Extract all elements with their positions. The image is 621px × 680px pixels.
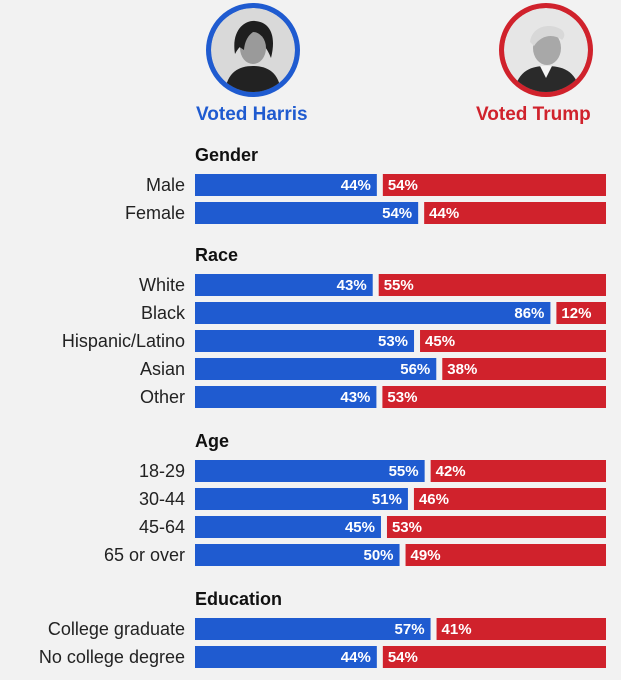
value-label-trump-college-graduate: 41%: [442, 621, 472, 638]
category-label-male: Male: [146, 175, 185, 195]
category-label-white: White: [139, 275, 185, 295]
value-label-trump-65-or-over: 49%: [411, 547, 441, 564]
bar-harris-male: [195, 174, 377, 196]
category-label-black: Black: [141, 303, 186, 323]
value-label-trump-female: 44%: [429, 205, 459, 222]
bar-trump-female: [424, 202, 606, 224]
value-label-trump-30-44: 46%: [419, 491, 449, 508]
bar-trump-male: [382, 174, 606, 196]
bar-harris-no-college-degree: [195, 646, 377, 668]
value-label-trump-white: 55%: [384, 277, 414, 294]
bar-harris-white: [195, 274, 373, 296]
value-label-harris-female: 54%: [382, 205, 412, 222]
bar-trump-18-29: [430, 460, 606, 482]
category-label-asian: Asian: [140, 359, 185, 379]
bar-harris-female: [195, 202, 419, 224]
bar-harris-college-graduate: [195, 618, 431, 640]
value-label-harris-asian: 56%: [400, 361, 430, 378]
category-label-female: Female: [125, 203, 185, 223]
bar-harris-hispanic-latino: [195, 330, 415, 352]
bar-trump-college-graduate: [436, 618, 606, 640]
harris-portrait-icon: [206, 3, 300, 97]
group-label-age: Age: [195, 431, 229, 451]
bar-harris-asian: [195, 358, 437, 380]
trump-portrait-icon: [499, 3, 593, 97]
category-label-45-64: 45-64: [139, 517, 185, 537]
value-label-trump-male: 54%: [388, 177, 418, 194]
bar-trump-hispanic-latino: [420, 330, 606, 352]
group-label-gender: Gender: [195, 145, 258, 165]
value-label-harris-other: 43%: [340, 389, 370, 406]
value-label-trump-other: 53%: [387, 389, 417, 406]
group-label-education: Education: [195, 589, 282, 609]
value-label-trump-18-29: 42%: [436, 463, 466, 480]
value-label-harris-no-college-degree: 44%: [341, 649, 371, 666]
bar-trump-45-64: [386, 516, 606, 538]
bar-harris-black: [195, 302, 551, 324]
category-label-hispanic-latino: Hispanic/Latino: [62, 331, 185, 351]
bar-harris-other: [195, 386, 377, 408]
bar-trump-white: [378, 274, 606, 296]
bar-harris-45-64: [195, 516, 381, 538]
bar-harris-65-or-over: [195, 544, 400, 566]
bar-trump-black: [556, 302, 606, 324]
value-label-trump-hispanic-latino: 45%: [425, 333, 455, 350]
value-label-harris-45-64: 45%: [345, 519, 375, 536]
bar-trump-no-college-degree: [382, 646, 606, 668]
bar-harris-30-44: [195, 488, 408, 510]
value-label-harris-hispanic-latino: 53%: [378, 333, 408, 350]
bar-trump-65-or-over: [405, 544, 606, 566]
bar-trump-other: [382, 386, 606, 408]
bar-trump-30-44: [413, 488, 606, 510]
legend-trump-label: Voted Trump: [476, 104, 591, 125]
value-label-harris-18-29: 55%: [389, 463, 419, 480]
category-label-18-29: 18-29: [139, 461, 185, 481]
category-label-other: Other: [140, 387, 185, 407]
value-label-harris-black: 86%: [514, 305, 544, 322]
value-label-trump-black: 12%: [561, 305, 591, 322]
value-label-trump-no-college-degree: 54%: [388, 649, 418, 666]
value-label-harris-white: 43%: [337, 277, 367, 294]
category-label-college-graduate: College graduate: [48, 619, 185, 639]
category-label-65-or-over: 65 or over: [104, 545, 185, 565]
value-label-harris-male: 44%: [341, 177, 371, 194]
bar-trump-asian: [442, 358, 606, 380]
bar-harris-18-29: [195, 460, 425, 482]
group-label-race: Race: [195, 245, 238, 265]
category-label-30-44: 30-44: [139, 489, 185, 509]
value-label-trump-asian: 38%: [447, 361, 477, 378]
category-label-no-college-degree: No college degree: [39, 647, 185, 667]
value-label-trump-45-64: 53%: [392, 519, 422, 536]
legend-harris-label: Voted Harris: [196, 104, 308, 125]
value-label-harris-college-graduate: 57%: [395, 621, 425, 638]
value-label-harris-65-or-over: 50%: [364, 547, 394, 564]
value-label-harris-30-44: 51%: [372, 491, 402, 508]
